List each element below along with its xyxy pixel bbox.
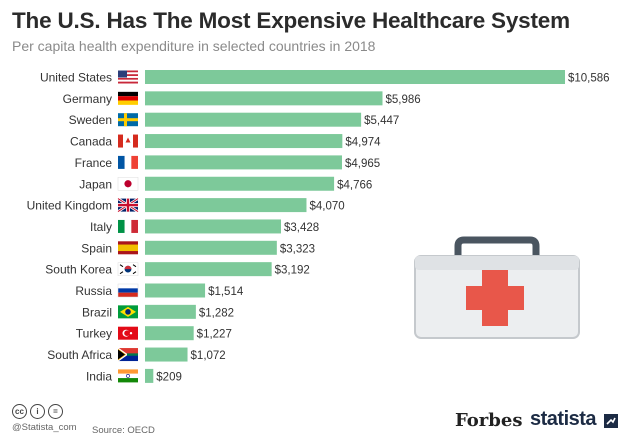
value-label: $3,192 xyxy=(275,265,310,277)
canada-flag xyxy=(118,134,138,148)
value-label: $10,586 xyxy=(568,73,610,85)
bar-row: United States $10,586 xyxy=(40,70,610,85)
russia-flag xyxy=(117,283,139,298)
south-africa-flag xyxy=(117,347,138,362)
category-label: South Africa xyxy=(47,348,112,362)
value-label: $4,965 xyxy=(345,158,380,170)
japan-flag xyxy=(117,177,139,191)
value-label: $4,974 xyxy=(345,137,381,149)
bar xyxy=(145,283,206,298)
category-label: India xyxy=(86,369,112,383)
bar-row: Canada $4,974 xyxy=(70,134,381,149)
category-label: France xyxy=(75,156,113,170)
bar-row: India $209 xyxy=(86,368,182,383)
turkey-flag xyxy=(118,326,138,340)
bar xyxy=(145,262,272,277)
source-note: Source: OECD xyxy=(92,425,155,436)
category-label: Germany xyxy=(63,92,112,106)
bar xyxy=(145,176,335,191)
bar xyxy=(145,240,277,255)
attribution-icon: i xyxy=(30,404,45,419)
category-label: South Korea xyxy=(45,263,112,277)
value-label: $3,323 xyxy=(280,243,315,255)
category-label: Italy xyxy=(90,220,112,234)
bar-row: Germany $5,986 xyxy=(63,91,421,106)
spain-flag xyxy=(118,241,138,255)
category-label: Brazil xyxy=(82,305,112,319)
chart-title: The U.S. Has The Most Expensive Healthca… xyxy=(12,8,570,33)
statista-logo: statista xyxy=(530,408,597,430)
category-label: Russia xyxy=(75,284,112,298)
bar xyxy=(145,91,383,106)
france-flag xyxy=(118,155,138,169)
value-label: $3,428 xyxy=(284,222,319,234)
bar-row: Russia $1,514 xyxy=(75,283,244,298)
value-label: $5,447 xyxy=(364,115,399,127)
bar-row: United Kingdom $4,070 xyxy=(27,197,345,213)
bar-row: Italy $3,428 xyxy=(90,219,319,234)
value-label: $4,070 xyxy=(309,201,344,213)
forbes-logo: Forbes xyxy=(455,410,523,431)
license-icons: cc i = xyxy=(12,404,77,419)
bar xyxy=(145,112,362,127)
bar xyxy=(145,368,154,383)
first-aid-kit-icon xyxy=(414,236,580,339)
category-label: Spain xyxy=(81,241,112,255)
chart-subtitle: Per capita health expenditure in selecte… xyxy=(12,38,376,54)
value-label: $1,514 xyxy=(208,286,244,298)
bar xyxy=(145,347,188,362)
bar xyxy=(145,219,282,234)
bar-row: Sweden $5,447 xyxy=(69,112,399,127)
bar-row: South Korea $3,192 xyxy=(45,262,310,277)
value-label: $1,282 xyxy=(199,307,234,319)
value-label: $1,072 xyxy=(191,350,226,362)
bar-row: Turkey $1,227 xyxy=(76,326,232,341)
category-label: Turkey xyxy=(76,327,112,341)
bar xyxy=(145,326,194,341)
category-label: Sweden xyxy=(69,113,112,127)
bar-row: Spain $3,323 xyxy=(81,240,315,255)
bar-row: Japan $4,766 xyxy=(79,176,372,191)
category-label: United States xyxy=(40,71,112,85)
cc-icon: cc xyxy=(12,404,27,419)
value-label: $4,766 xyxy=(337,179,372,191)
statista-logo-icon xyxy=(604,414,618,428)
bar xyxy=(145,70,565,84)
india-flag xyxy=(118,369,138,383)
bar-row: South Africa $1,072 xyxy=(47,347,226,362)
south-korea-flag xyxy=(117,262,139,276)
bar xyxy=(145,198,307,213)
value-label: $209 xyxy=(156,371,182,383)
sweden-flag xyxy=(118,113,138,127)
footer-credit: cc i = @Statista_com xyxy=(12,404,77,433)
statista-credit: @Statista_com xyxy=(12,422,77,433)
value-label: $1,227 xyxy=(197,329,232,341)
brazil-flag xyxy=(118,305,138,319)
bar-row: France $4,965 xyxy=(75,155,380,170)
no-derivatives-icon: = xyxy=(48,404,63,419)
category-label: United Kingdom xyxy=(27,199,112,213)
germany-flag xyxy=(118,91,138,105)
category-label: Japan xyxy=(79,177,112,191)
value-label: $5,986 xyxy=(385,94,420,106)
uk-flag xyxy=(117,197,139,213)
us-flag xyxy=(118,70,138,84)
bar xyxy=(145,134,343,149)
category-label: Canada xyxy=(70,135,112,149)
bar xyxy=(145,304,196,319)
bar-row: Brazil $1,282 xyxy=(82,304,234,319)
italy-flag xyxy=(118,219,138,233)
bar xyxy=(145,155,342,170)
